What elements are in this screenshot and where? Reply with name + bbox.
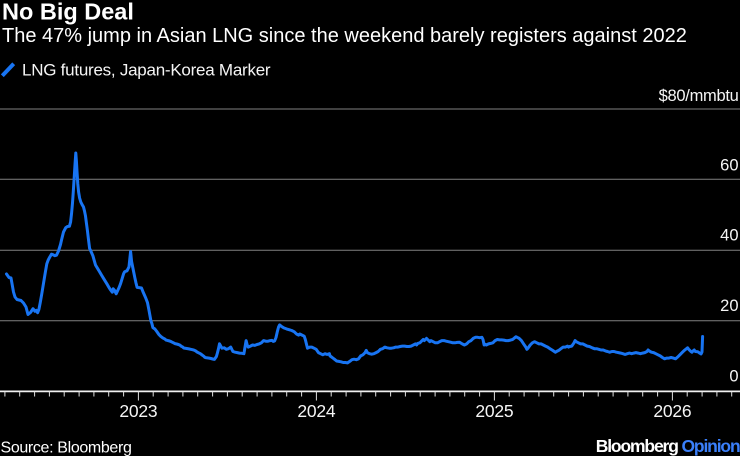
svg-text:Bloomberg Opinion: Bloomberg Opinion — [596, 436, 740, 456]
svg-text:LNG futures, Japan-Korea Marke: LNG futures, Japan-Korea Marker — [22, 60, 271, 79]
svg-text:0: 0 — [729, 367, 738, 385]
svg-text:2026: 2026 — [653, 401, 691, 421]
svg-text:2024: 2024 — [297, 401, 335, 421]
svg-text:Source: Bloomberg: Source: Bloomberg — [1, 440, 132, 456]
svg-text:60: 60 — [720, 157, 738, 175]
svg-text:No Big Deal: No Big Deal — [2, 0, 134, 25]
svg-text:40: 40 — [720, 227, 738, 245]
svg-text:2023: 2023 — [119, 401, 157, 421]
svg-text:The 47% jump in Asian LNG sinc: The 47% jump in Asian LNG since the week… — [2, 25, 687, 47]
svg-text:20: 20 — [720, 297, 738, 315]
svg-text:$80/mmbtu: $80/mmbtu — [659, 87, 739, 105]
svg-text:2025: 2025 — [475, 401, 513, 421]
